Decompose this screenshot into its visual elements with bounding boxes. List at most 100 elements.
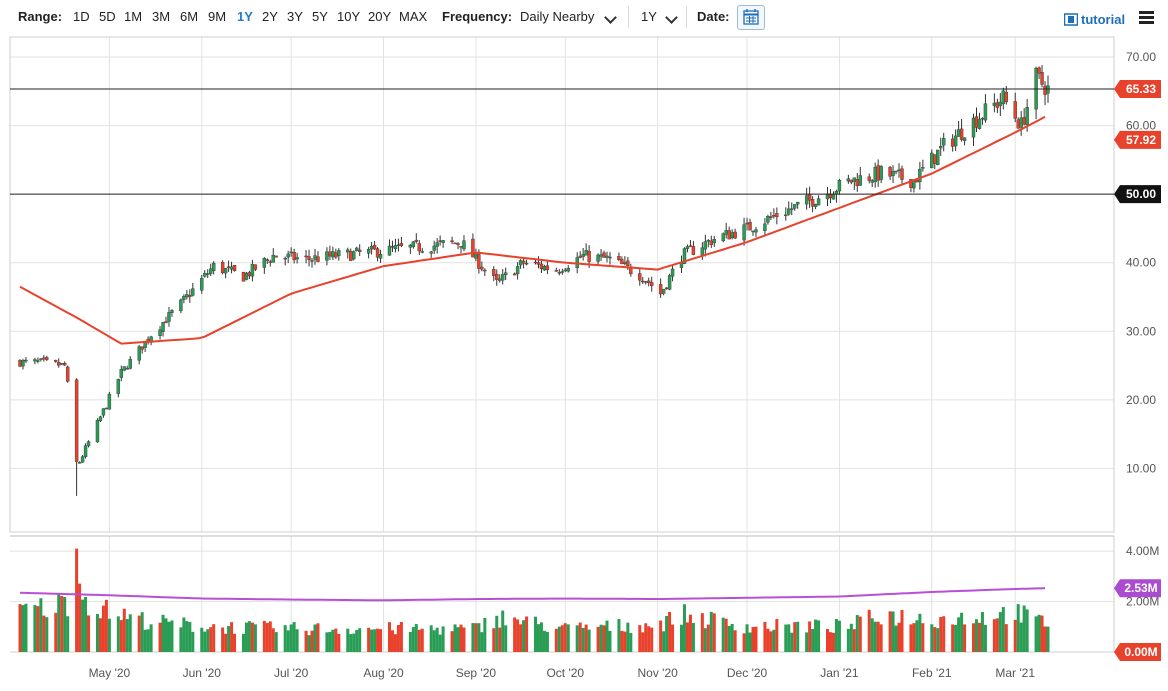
volume-bar	[182, 617, 186, 652]
candle-body	[816, 198, 821, 206]
candle-body	[977, 119, 982, 129]
volume-bar	[313, 624, 317, 652]
volume-bar	[268, 621, 272, 652]
toolbar-divider	[686, 6, 687, 28]
volume-bar	[545, 631, 549, 652]
candle-body	[1004, 92, 1008, 103]
candle-body	[462, 240, 466, 250]
x-tick-label: Sep '20	[456, 666, 497, 680]
candle-body	[170, 310, 174, 313]
candle-body	[337, 250, 341, 257]
volume-bar	[393, 634, 397, 652]
range-1m[interactable]: 1M	[124, 9, 143, 24]
candle-body	[83, 445, 88, 458]
volume-bar	[629, 632, 633, 652]
candle-body	[980, 117, 985, 120]
volume-bar	[75, 548, 79, 652]
volume-bar	[250, 622, 254, 652]
volume-bar	[1013, 619, 1017, 652]
volume-bar	[286, 630, 290, 652]
volume-bar	[456, 627, 460, 652]
candle-body	[1019, 117, 1023, 128]
candle-body	[265, 259, 270, 261]
range-1y[interactable]: 1Y	[237, 9, 253, 24]
volume-bar	[1019, 622, 1023, 652]
candle-body	[578, 255, 582, 258]
volume-bar	[688, 614, 692, 652]
volume-bar	[525, 616, 529, 652]
volume-bar	[495, 615, 499, 652]
y-tick-label: 70.00	[1126, 50, 1156, 64]
candle-body	[793, 204, 797, 209]
volume-bar	[608, 630, 612, 652]
candle-body	[182, 296, 186, 300]
candle-body	[501, 274, 505, 281]
volume-bar	[370, 629, 374, 652]
candle-body	[709, 240, 713, 246]
volume-bar	[450, 631, 454, 652]
volume-bar	[116, 616, 120, 652]
price-tag: 2.53M	[1114, 579, 1161, 598]
volume-bar	[265, 622, 269, 652]
candle-body	[971, 117, 976, 138]
candle-body	[897, 169, 901, 172]
range-3m[interactable]: 3M	[152, 9, 171, 24]
candle-body	[179, 299, 183, 312]
y-axis-ticks: 70.00 60.00 40.00 30.00 20.00 10.00 4.00M 2.00M	[1126, 50, 1159, 609]
candle-body	[116, 379, 121, 394]
volume-bar	[963, 624, 967, 652]
candle-body	[185, 294, 189, 298]
volume-bar	[247, 621, 251, 652]
range-3y[interactable]: 3Y	[287, 9, 303, 24]
period-select[interactable]: 1Y	[641, 9, 657, 24]
price-tag-shape	[1114, 80, 1161, 99]
candle-body	[623, 262, 627, 264]
range-2y[interactable]: 2Y	[262, 9, 278, 24]
candle-body	[232, 265, 237, 271]
calendar-button[interactable]	[737, 5, 765, 30]
candle-body	[101, 408, 106, 416]
volume-bar	[957, 617, 961, 652]
range-9m[interactable]: 9M	[208, 9, 227, 24]
candle-body	[200, 277, 204, 291]
volume-bar	[754, 626, 758, 652]
volume-bar	[599, 624, 603, 652]
volume-bar	[504, 625, 508, 652]
volume-bar	[793, 622, 797, 652]
volume-bar	[855, 615, 859, 652]
range-max[interactable]: MAX	[399, 9, 428, 24]
volume-bar	[682, 604, 686, 652]
volume-bar	[867, 609, 871, 652]
candle-body	[608, 256, 612, 259]
volume-bar	[39, 598, 43, 652]
candle-body	[334, 252, 338, 258]
volume-bar	[733, 630, 737, 652]
candle-body	[670, 268, 675, 277]
volume-bar	[563, 623, 567, 652]
range-20y[interactable]: 20Y	[368, 9, 392, 24]
volume-bar	[230, 622, 234, 652]
volume-bar	[638, 625, 642, 652]
tutorial-link[interactable]: tutorial	[1081, 12, 1126, 27]
hamburger-menu-icon[interactable]	[1139, 11, 1154, 24]
range-6m[interactable]: 6M	[180, 9, 199, 24]
volume-bar	[501, 610, 505, 652]
volume-bar	[244, 622, 248, 652]
candle-body	[387, 245, 392, 256]
frequency-select[interactable]: Daily Nearby	[520, 9, 595, 24]
volume-bar	[119, 620, 123, 652]
range-1d[interactable]: 1D	[73, 9, 90, 24]
range-5y[interactable]: 5Y	[312, 9, 328, 24]
candle-body	[867, 176, 871, 181]
volume-bar	[325, 632, 329, 652]
candle-body	[349, 251, 353, 261]
volume-bar	[408, 632, 412, 652]
range-10y[interactable]: 10Y	[337, 9, 361, 24]
candle-body	[414, 239, 419, 242]
volume-bar	[513, 617, 517, 652]
candle-body	[796, 201, 800, 205]
volume-bar	[212, 624, 216, 652]
volume-bar	[54, 612, 58, 652]
range-5d[interactable]: 5D	[99, 9, 116, 24]
volume-bar	[983, 624, 987, 652]
